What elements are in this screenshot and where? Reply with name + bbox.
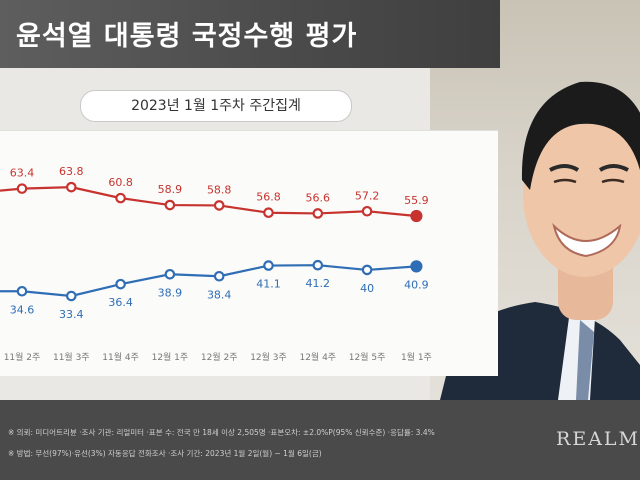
chart-title: 윤석열 대통령 국정수행 평가: [16, 21, 358, 52]
x-tick-label: 12월 3주: [250, 351, 287, 363]
data-label: 57.2: [355, 189, 380, 202]
data-label: 58.8: [207, 183, 232, 196]
x-tick-label: 1월 1주: [401, 351, 432, 363]
data-point: [164, 268, 176, 280]
x-tick-label: 12월 1주: [152, 351, 189, 363]
data-point: [263, 260, 274, 271]
footer-note-method: ※ 방법: 무선(97%)·유선(3%) 자동응답 전화조사 ·조사 기간: 2…: [8, 449, 322, 458]
data-label: 38.4: [207, 288, 232, 301]
data-label: 60.8: [108, 176, 133, 189]
data-point: [263, 207, 274, 219]
x-tick-label: 11월 4주: [102, 351, 139, 363]
data-point: [66, 181, 77, 193]
footer-notes: ※ 의뢰: 미디어트리뷴 ·조사 기관: 리얼미터 ·표본 수: 전국 만 18…: [0, 400, 640, 480]
data-label: 33.4: [59, 308, 84, 321]
series-line-0: [0, 186, 417, 218]
data-point: [410, 209, 423, 223]
data-point: [213, 200, 225, 211]
data-point: [361, 264, 373, 276]
chart-subtitle: 2023년 1월 1주차 주간집계: [80, 90, 352, 122]
data-point: [312, 259, 324, 271]
data-label: 40: [360, 282, 374, 295]
data-label: 34.6: [10, 303, 35, 316]
data-point: [16, 285, 28, 297]
data-label: 41.2: [306, 277, 331, 290]
header-banner: 윤석열 대통령 국정수행 평가: [0, 0, 500, 68]
x-tick-label: 11월 3주: [53, 351, 90, 363]
data-point: [361, 205, 373, 217]
footer-note-survey: ※ 의뢰: 미디어트리뷴 ·조사 기관: 리얼미터 ·표본 수: 전국 만 18…: [8, 428, 435, 437]
data-label: 36.4: [108, 296, 133, 309]
x-tick-label: 11월 2주: [4, 351, 41, 363]
realmeter-logo: REALM: [556, 428, 640, 450]
data-point: [213, 270, 225, 282]
x-tick-label: 12월 5주: [349, 351, 386, 363]
data-label: 40.9: [404, 278, 429, 291]
data-point: [115, 278, 126, 290]
data-point: [410, 260, 423, 273]
data-label: 63.8: [59, 165, 84, 178]
data-label: 63.4: [10, 167, 35, 180]
data-label: 58.9: [158, 183, 183, 196]
data-point: [66, 290, 77, 302]
x-tick-label: 12월 2주: [201, 351, 238, 363]
data-point: [312, 208, 324, 219]
data-point: [115, 192, 126, 204]
data-point: [16, 183, 28, 194]
data-label: 56.6: [306, 191, 331, 204]
chart-panel: [0, 130, 498, 376]
data-label: 55.9: [404, 194, 429, 207]
series-line-1: [0, 264, 417, 298]
data-point: [164, 199, 176, 211]
x-tick-label: 12월 4주: [299, 351, 336, 363]
data-label: 41.1: [256, 278, 281, 291]
data-label: 38.9: [158, 286, 183, 299]
data-label: 56.8: [256, 191, 281, 204]
